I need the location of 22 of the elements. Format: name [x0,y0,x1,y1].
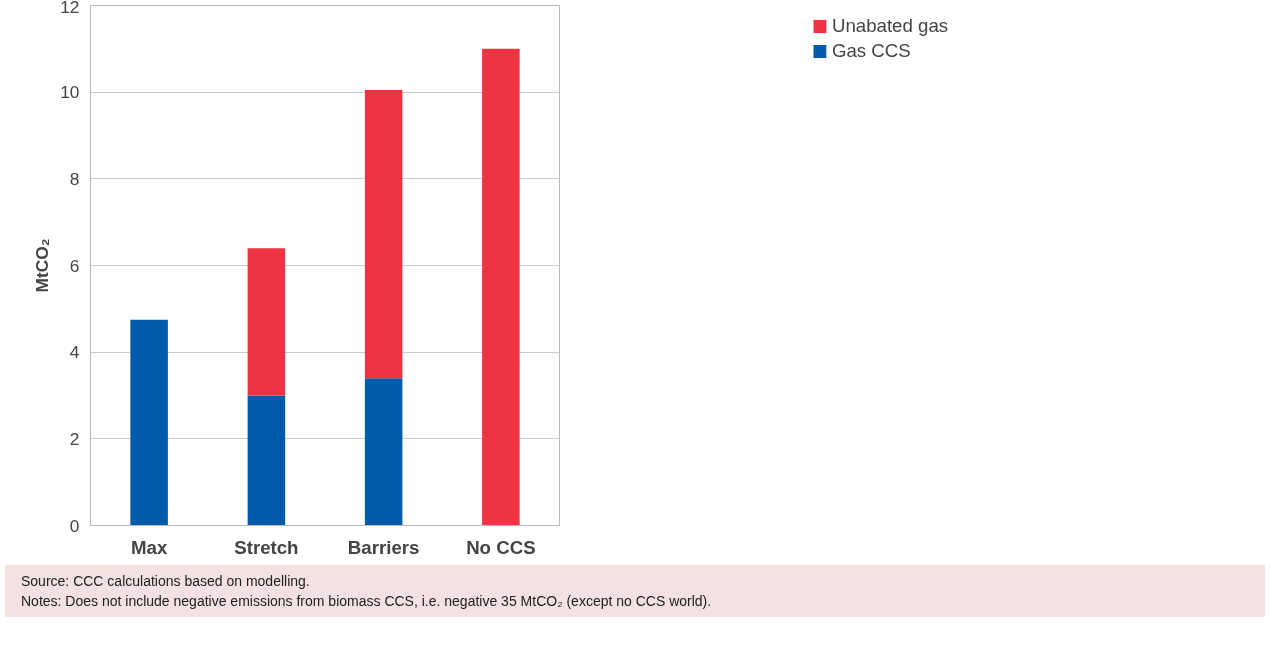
bar [247,248,286,396]
y-tick-label: 2 [69,428,80,449]
x-tick-label: Barriers [347,536,420,558]
bar [364,90,403,379]
legend-label: Gas CCS [831,40,911,62]
y-tick-label: 8 [69,168,80,189]
bar [482,48,520,526]
x-tick-label: Stretch [234,536,299,558]
y-tick-label: 12 [60,0,80,17]
y-tick-label: 0 [69,515,80,536]
y-tick-label: 4 [69,342,80,363]
legend-label: Unabated gas [831,15,949,37]
bar [247,395,286,526]
y-tick-label: 6 [69,255,80,276]
source-note: Source: CCC calculations based on modelling. [21,573,310,589]
x-tick-label: Max [130,536,168,558]
bar [130,319,168,526]
x-tick-label: No CCS [466,536,536,558]
y-axis-title: MtCO₂ [32,238,53,293]
y-tick-label: 10 [60,82,80,103]
text: Notes: Does not include negative emissions from biomass CCS, i.e. negative 35 MtCO₂ (except no CCS world). [21,593,712,609]
bar [364,378,403,526]
